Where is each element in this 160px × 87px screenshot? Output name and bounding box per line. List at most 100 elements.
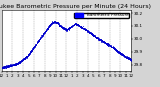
Point <box>96 37 98 38</box>
Point <box>16 63 18 65</box>
Point <box>25 56 28 58</box>
Point <box>82 27 85 29</box>
Point <box>76 24 79 25</box>
Point <box>21 60 23 61</box>
Point <box>48 25 51 27</box>
Point <box>82 27 84 29</box>
Point <box>2 66 5 68</box>
Point <box>66 29 69 31</box>
Point <box>68 28 70 29</box>
Point <box>55 21 58 23</box>
Point <box>69 25 72 27</box>
Point <box>118 51 121 53</box>
Point <box>121 54 124 55</box>
Point <box>76 24 78 25</box>
Point <box>111 46 114 47</box>
Point <box>105 43 107 45</box>
Point <box>53 21 56 22</box>
Point <box>34 45 36 46</box>
Point <box>17 62 19 64</box>
Point <box>129 59 132 60</box>
Point <box>121 53 124 55</box>
Point <box>124 56 127 58</box>
Point <box>70 25 73 27</box>
Point <box>64 28 66 29</box>
Point <box>49 24 52 25</box>
Point <box>24 56 27 58</box>
Point <box>25 56 27 58</box>
Point <box>47 27 49 29</box>
Point <box>113 47 115 49</box>
Point <box>97 38 100 39</box>
Point <box>102 41 104 42</box>
Point <box>124 56 127 57</box>
Point <box>128 58 131 60</box>
Point <box>2 67 4 68</box>
Point <box>102 41 104 43</box>
Point <box>34 45 37 46</box>
Point <box>45 30 47 31</box>
Point <box>65 29 68 31</box>
Point <box>80 25 82 27</box>
Point <box>79 26 81 27</box>
Point <box>110 46 112 47</box>
Point <box>105 43 108 44</box>
Point <box>114 49 117 50</box>
Point <box>102 41 105 43</box>
Point <box>17 63 20 64</box>
Point <box>91 34 94 35</box>
Point <box>75 23 77 25</box>
Point <box>99 38 101 40</box>
Point <box>14 62 17 64</box>
Point <box>63 29 66 30</box>
Point <box>2 66 4 68</box>
Point <box>62 27 65 28</box>
Point <box>120 54 122 55</box>
Point <box>13 63 16 65</box>
Point <box>53 22 55 23</box>
Point <box>59 25 62 27</box>
Point <box>25 56 28 57</box>
Point <box>31 50 33 51</box>
Point <box>39 37 42 39</box>
Point <box>41 35 44 36</box>
Point <box>30 50 33 51</box>
Point <box>20 61 22 62</box>
Point <box>110 46 113 47</box>
Point <box>34 46 36 48</box>
Point <box>42 33 45 34</box>
Point <box>3 66 5 68</box>
Point <box>44 31 47 32</box>
Point <box>56 22 58 23</box>
Point <box>9 65 12 66</box>
Point <box>122 54 125 56</box>
Point <box>43 31 46 33</box>
Point <box>43 32 46 34</box>
Point <box>15 63 17 64</box>
Point <box>71 25 74 27</box>
Point <box>66 28 69 29</box>
Point <box>28 53 31 55</box>
Point <box>86 30 88 31</box>
Point <box>123 55 125 57</box>
Point <box>10 64 12 65</box>
Point <box>122 55 124 57</box>
Point <box>118 52 121 53</box>
Point <box>95 37 98 38</box>
Point <box>33 45 36 46</box>
Point <box>21 59 24 60</box>
Point <box>37 40 40 41</box>
Point <box>92 35 95 37</box>
Point <box>87 30 89 32</box>
Point <box>49 24 51 25</box>
Point <box>8 66 10 67</box>
Point <box>102 41 104 42</box>
Point <box>24 57 27 58</box>
Point <box>43 32 45 33</box>
Point <box>3 67 6 68</box>
Point <box>57 23 59 25</box>
Point <box>89 32 92 33</box>
Point <box>115 50 118 52</box>
Point <box>45 29 48 30</box>
Point <box>114 49 116 50</box>
